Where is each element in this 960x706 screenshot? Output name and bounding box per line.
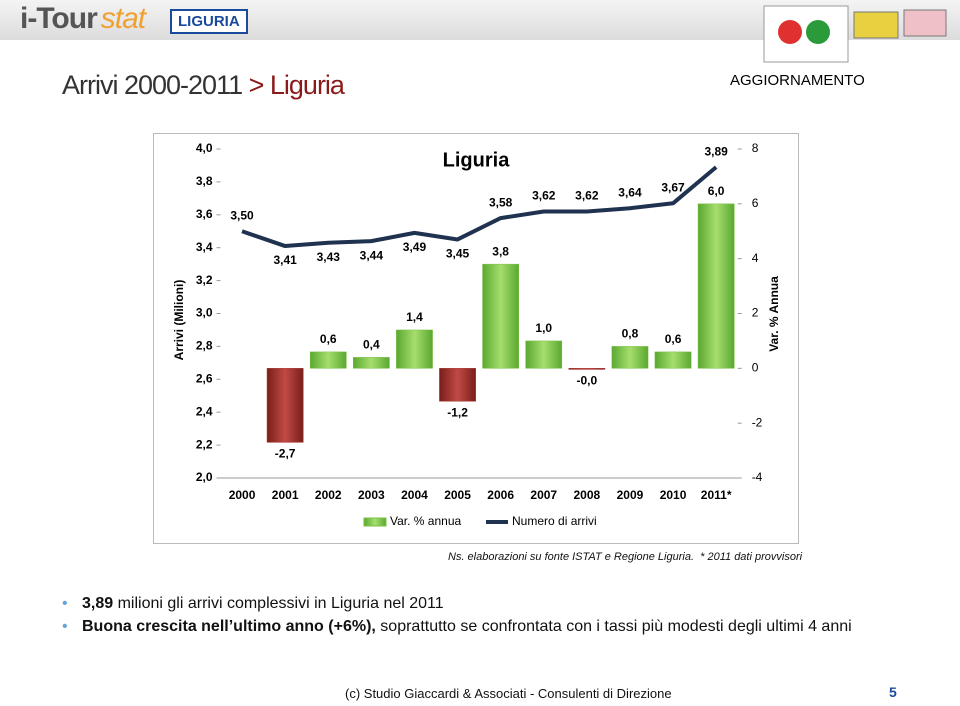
x-tick-label: 2003 <box>358 488 385 502</box>
bar-value-label: -2,7 <box>275 447 296 461</box>
x-tick-label: 2004 <box>401 488 428 502</box>
line-value-label: 3,67 <box>661 180 685 194</box>
line-value-label: 3,58 <box>489 195 513 209</box>
y-tick-label: 2,6 <box>196 371 213 385</box>
bullet: Buona crescita nell’ultimo anno (+6%), s… <box>62 616 942 637</box>
bar <box>525 340 563 369</box>
y-tick-label: 2,8 <box>196 339 213 353</box>
x-tick-label: 2002 <box>315 488 342 502</box>
line-value-label: 3,49 <box>403 240 427 254</box>
bar-value-label: 6,0 <box>708 184 725 198</box>
line-value-label: 3,44 <box>360 248 384 262</box>
bar <box>611 346 649 369</box>
bar-value-label: 0,6 <box>320 332 337 346</box>
source-text: Ns. elaborazioni su fonte ISTAT e Region… <box>448 551 695 563</box>
bullet-text: soprattutto se confrontata con i tassi p… <box>380 618 852 635</box>
line-value-label: 3,50 <box>230 208 254 222</box>
y2-tick-label: 4 <box>752 251 759 265</box>
y-tick-label: 4,0 <box>196 141 213 155</box>
line-value-label: 3,64 <box>618 185 642 199</box>
x-tick-label: 2011* <box>701 488 732 502</box>
bar <box>654 351 692 369</box>
x-tick-label: 2006 <box>487 488 514 502</box>
bar <box>266 368 304 443</box>
y-tick-label: 3,8 <box>196 174 213 188</box>
line-value-label: 3,45 <box>446 247 470 261</box>
legend-swatch <box>363 517 387 527</box>
bullet-text: milioni gli arrivi complessivi in Liguri… <box>117 595 444 612</box>
y-tick-label: 3,4 <box>196 240 213 254</box>
y2-tick-label: -4 <box>752 470 763 484</box>
legend-label: Numero di arrivi <box>512 514 597 528</box>
x-tick-label: 2001 <box>272 488 299 502</box>
title-highlight: > Liguria <box>248 70 345 100</box>
title-main: Arrivi 2000-2011 <box>62 70 243 100</box>
bar <box>352 357 390 369</box>
chart-title: Liguria <box>443 149 511 171</box>
y-tick-label: 2,2 <box>196 437 213 451</box>
bar-value-label: -1,2 <box>447 405 468 419</box>
bar <box>439 368 476 402</box>
y2-tick-label: -2 <box>752 415 763 429</box>
chart-frame: Liguria Arrivi (Milioni) Var. % Annua 2,… <box>153 133 799 544</box>
line-value-label: 3,62 <box>532 189 556 203</box>
y2-tick-label: 2 <box>752 306 759 320</box>
line-value-label: 3,62 <box>575 189 599 203</box>
bar-value-label: 0,8 <box>622 327 639 341</box>
logo-sub: stat <box>100 2 146 35</box>
source-asterisk-note: * 2011 dati provvisori <box>700 551 803 563</box>
legend-label: Var. % annua <box>390 514 461 528</box>
line-value-label: 3,41 <box>273 253 297 267</box>
x-tick-label: 2010 <box>660 488 687 502</box>
bar-value-label: 0,6 <box>665 332 682 346</box>
y2-tick-label: 6 <box>752 196 759 210</box>
y-axis-title: Arrivi (Milioni) <box>172 280 186 361</box>
region-logo: LIGURIA <box>170 9 248 34</box>
x-tick-label: 2009 <box>617 488 644 502</box>
footer: (c) Studio Giaccardi & Associati - Consu… <box>345 686 672 701</box>
x-tick-label: 2000 <box>229 488 256 502</box>
page-number: 5 <box>889 684 897 700</box>
bar <box>697 203 735 369</box>
y-tick-label: 3,6 <box>196 207 213 221</box>
bar-value-label: 1,0 <box>535 321 552 335</box>
top-bar: i-Tour stat LIGURIA <box>0 0 960 63</box>
line-value-label: 3,89 <box>704 144 728 158</box>
x-tick-label: 2008 <box>573 488 600 502</box>
y2-tick-label: 0 <box>752 361 759 375</box>
y2-tick-label: 8 <box>752 141 759 155</box>
bar-value-label: 1,4 <box>406 310 423 324</box>
y-tick-label: 3,0 <box>196 306 213 320</box>
bar-value-label: 3,8 <box>492 244 509 258</box>
tag: AGGIORNAMENTO <box>730 72 865 89</box>
partner-logos <box>763 5 947 63</box>
bar-value-label: -0,0 <box>577 374 598 388</box>
y-tick-label: 2,0 <box>196 470 213 484</box>
y2-axis-title: Var. % Annua <box>767 276 781 352</box>
logo: i-Tour stat <box>20 2 146 36</box>
chart: Liguria Arrivi (Milioni) Var. % Annua 2,… <box>172 141 781 528</box>
bullet: 3,89 milioni gli arrivi complessivi in L… <box>62 593 942 614</box>
slide-title: Arrivi 2000-2011 > Liguria <box>62 70 345 101</box>
source-note: Ns. elaborazioni su fonte ISTAT e Region… <box>448 551 802 563</box>
bar-value-label: 0,4 <box>363 338 380 352</box>
y-tick-label: 3,2 <box>196 273 213 287</box>
y-tick-label: 2,4 <box>196 404 213 418</box>
bar <box>482 263 520 369</box>
bullet-bold: Buona crescita nell’ultimo anno (+6%), <box>82 618 376 635</box>
line <box>241 165 718 249</box>
logo-main: i-Tour <box>20 2 98 35</box>
bullet-list: 3,89 milioni gli arrivi complessivi in L… <box>60 593 942 639</box>
line-value-label: 3,43 <box>317 250 341 264</box>
bar <box>568 368 606 370</box>
x-tick-label: 2005 <box>444 488 471 502</box>
bar <box>396 329 433 369</box>
bullet-bold: 3,89 <box>82 595 114 612</box>
x-tick-label: 2007 <box>530 488 557 502</box>
bar <box>309 351 347 369</box>
